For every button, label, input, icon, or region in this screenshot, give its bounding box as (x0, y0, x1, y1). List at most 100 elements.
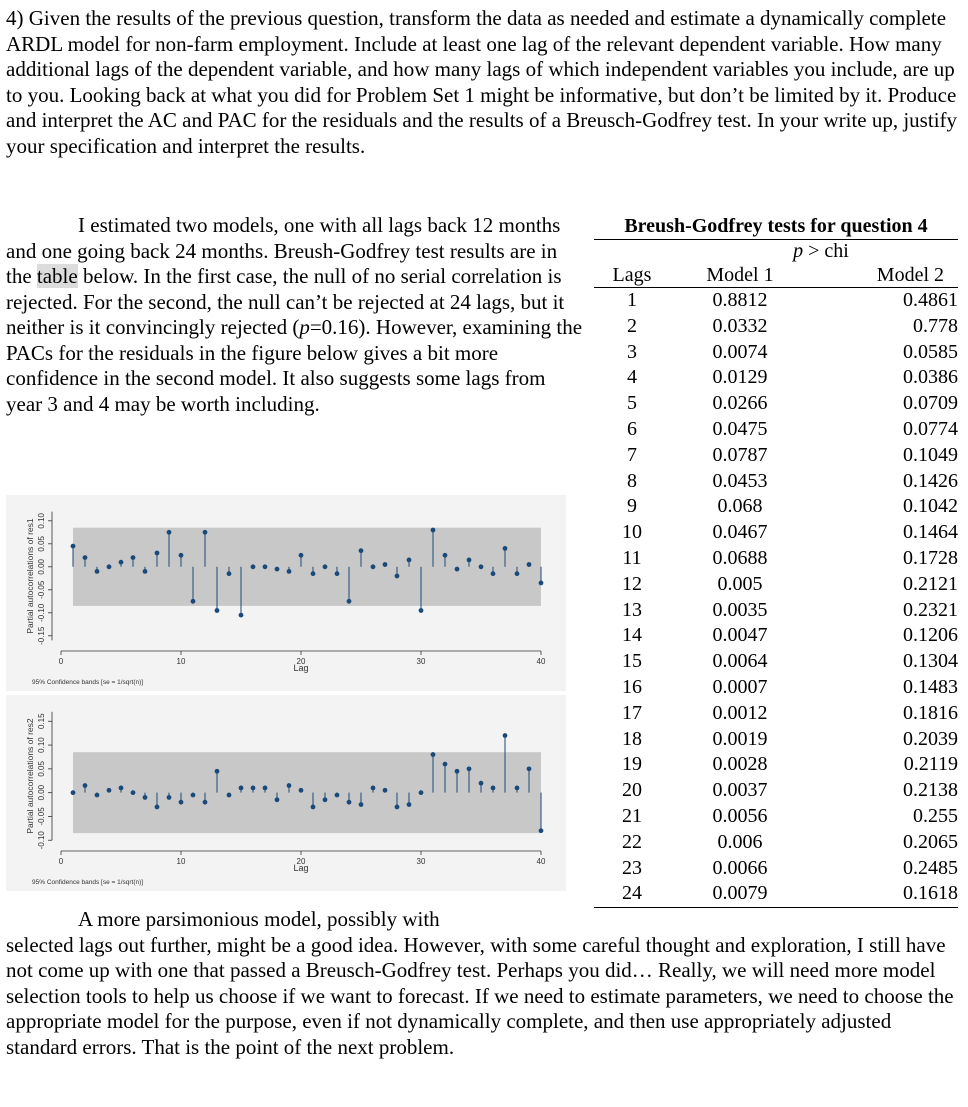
highlighted-word: table (36, 264, 78, 288)
pac-point (406, 802, 412, 807)
model-1-cell: 0.0047 (712, 624, 768, 647)
model-1-cell: 0.0028 (712, 753, 768, 776)
y-tick-label: 0.10 (37, 512, 46, 528)
pac-point (526, 766, 532, 772)
pac-point (442, 761, 448, 767)
pac-point (190, 598, 196, 604)
pac-chart-res1: -0.15 -0.10 -0.05 0.00 0.05 0.10 Partial autoc… (6, 495, 566, 691)
lag-cell: 21 (622, 804, 642, 827)
table-body: 1 0.8812 0.4861 2 0.0332 0.778 3 0.0074 0.0585 4 0… (594, 288, 958, 909)
pac-point (418, 790, 424, 796)
table-row: 18 0.0019 0.2039 (594, 727, 958, 753)
table-subheader-p: p (793, 240, 804, 262)
model-2-cell: 0.1304 (903, 650, 958, 673)
y-tick-label: 0.05 (37, 761, 46, 777)
model-1-cell: 0.0475 (712, 417, 768, 440)
lag-cell: 7 (627, 443, 637, 466)
model-1-cell: 0.0074 (712, 340, 768, 363)
x-axis-title: Lag (293, 663, 308, 673)
model-1-cell: 0.0266 (712, 392, 768, 415)
pac-point (190, 792, 196, 798)
model-1-cell: 0.0035 (712, 598, 768, 621)
model-1-cell: 0.068 (717, 495, 763, 518)
model-1-cell: 0.0688 (712, 546, 768, 569)
pac-point (346, 598, 352, 604)
table-row: 7 0.0787 0.1049 (594, 443, 958, 469)
y-tick-label: 0.15 (37, 713, 46, 729)
table-row: 9 0.068 0.1042 (594, 494, 958, 520)
lag-cell: 18 (622, 727, 642, 750)
pac-point (538, 580, 544, 586)
para1-text-b: below. In the first case, the null of no… (6, 264, 565, 339)
pac-point (106, 564, 112, 570)
pac-point (238, 612, 244, 618)
para1-text-a: I estimated two models, one with all lag… (6, 213, 561, 288)
lag-cell: 20 (622, 779, 642, 802)
table-row: 22 0.006 0.2065 (594, 830, 958, 856)
pac-point (82, 783, 88, 788)
model-2-cell: 0.1426 (903, 469, 958, 492)
x-tick-label: 40 (537, 657, 546, 666)
table-row: 17 0.0012 0.1816 (594, 701, 958, 727)
y-tick-label: -0.05 (37, 580, 46, 599)
column-header-model-1: Model 1 (706, 264, 774, 286)
table-row: 23 0.0066 0.2485 (594, 856, 958, 882)
table-row: 19 0.0028 0.2119 (594, 752, 958, 778)
pac-point (214, 608, 220, 613)
pac-point (226, 792, 232, 798)
lag-cell: 3 (627, 340, 637, 363)
model-1-cell: 0.0787 (712, 443, 768, 466)
para2-text-a: A more parsimonious model, possibly with (78, 907, 440, 931)
x-tick-label: 10 (177, 857, 186, 866)
pac-point (418, 608, 424, 613)
table-row: 11 0.0688 0.1728 (594, 546, 958, 572)
model-1-cell: 0.0129 (712, 366, 768, 389)
model-2-cell: 0.2065 (903, 830, 958, 853)
breusch-godfrey-table: Breush-Godfrey tests for question 4 p > … (594, 213, 958, 909)
model-1-cell: 0.0056 (712, 804, 768, 827)
lag-cell: 10 (622, 521, 642, 544)
pac-point (490, 785, 496, 791)
table-title: Breush-Godfrey tests for question 4 (594, 213, 958, 240)
model-1-cell: 0.0037 (712, 779, 768, 802)
pac-point (106, 787, 112, 793)
pac-point (466, 766, 472, 772)
model-2-cell: 0.2039 (903, 727, 958, 750)
confidence-band-note: 95% Confidence bands [se = 1/sqrt(n)] (32, 879, 143, 886)
pac-point (250, 564, 256, 570)
model-1-cell: 0.005 (717, 572, 763, 595)
lag-cell: 12 (622, 572, 642, 595)
pac-point (286, 569, 292, 574)
model-2-cell: 0.1464 (903, 521, 958, 544)
para1-text-c: =0.16). However, examining the PACs for … (6, 315, 583, 416)
pac-point (130, 555, 136, 560)
pac-point (202, 529, 208, 535)
pac-point (166, 529, 172, 535)
pac-point (478, 564, 484, 570)
table-row: 21 0.0056 0.255 (594, 804, 958, 830)
table-row: 10 0.0467 0.1464 (594, 520, 958, 546)
x-tick-label: 40 (537, 857, 546, 866)
pac-point (154, 804, 160, 810)
model-2-cell: 0.0386 (903, 366, 958, 389)
model-1-cell: 0.0453 (712, 469, 768, 492)
y-tick-label: 0.00 (37, 784, 46, 800)
model-2-cell: 0.2138 (903, 779, 958, 802)
pac-point (430, 752, 436, 757)
pac-point (502, 546, 508, 551)
lag-cell: 5 (627, 392, 637, 415)
table-row: 13 0.0035 0.2321 (594, 598, 958, 624)
model-2-cell: 0.0585 (903, 340, 958, 363)
pac-point (394, 573, 400, 579)
pac-point (334, 571, 340, 577)
question-text: 4) Given the results of the previous que… (6, 6, 958, 158)
pac-point (514, 785, 520, 791)
pac-point (478, 780, 484, 786)
pac-point (442, 552, 448, 558)
pac-point (358, 548, 364, 554)
answer-paragraph-2: A more parsimonious model, possibly with… (6, 907, 964, 1060)
y-tick-label: -0.10 (37, 831, 46, 850)
pac-point (154, 550, 160, 556)
